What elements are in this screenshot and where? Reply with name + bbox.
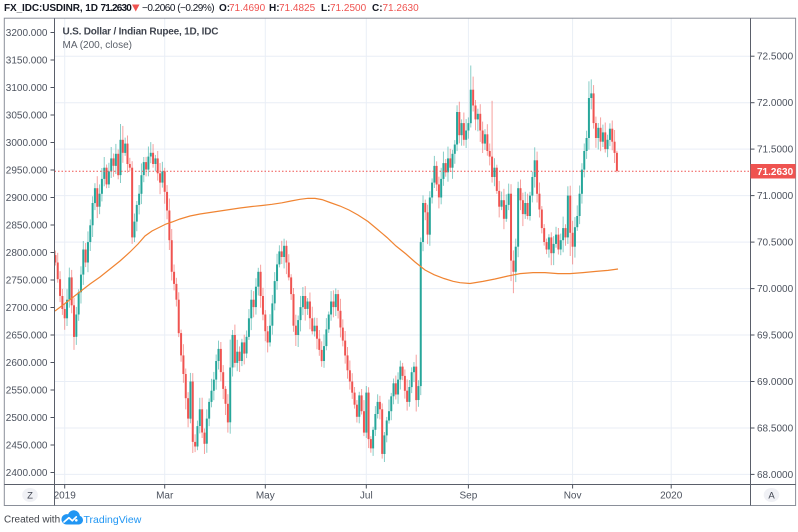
svg-text:2950.000: 2950.000 xyxy=(6,166,48,177)
svg-text:72.5000: 72.5000 xyxy=(757,52,794,63)
svg-text:2500.000: 2500.000 xyxy=(6,413,48,424)
svg-text:Nov: Nov xyxy=(564,491,582,502)
svg-text:A: A xyxy=(768,491,775,502)
svg-text:3200.000: 3200.000 xyxy=(6,28,48,39)
svg-text:69.0000: 69.0000 xyxy=(757,377,794,388)
svg-text:3050.000: 3050.000 xyxy=(6,111,48,122)
svg-text:Mar: Mar xyxy=(156,491,174,502)
svg-text:2019: 2019 xyxy=(54,491,77,502)
svg-text:Z: Z xyxy=(27,491,33,502)
svg-text:2020: 2020 xyxy=(660,491,683,502)
svg-text:2800.000: 2800.000 xyxy=(6,248,48,259)
svg-text:2600.000: 2600.000 xyxy=(6,358,48,369)
svg-text:3150.000: 3150.000 xyxy=(6,56,48,67)
svg-text:69.5000: 69.5000 xyxy=(757,331,794,342)
svg-text:TradingView: TradingView xyxy=(84,514,142,526)
svg-text:68.5000: 68.5000 xyxy=(757,424,794,435)
svg-text:U.S. Dollar / Indian Rupee, 1D: U.S. Dollar / Indian Rupee, 1D, IDC xyxy=(63,27,219,38)
svg-text:2850.000: 2850.000 xyxy=(6,221,48,232)
svg-text:MA (200, close): MA (200, close) xyxy=(63,40,132,51)
svg-text:Jul: Jul xyxy=(360,491,373,502)
svg-text:70.5000: 70.5000 xyxy=(757,238,794,249)
svg-text:Sep: Sep xyxy=(460,491,478,502)
svg-text:68.0000: 68.0000 xyxy=(757,470,794,481)
svg-text:3000.000: 3000.000 xyxy=(6,138,48,149)
svg-text:72.0000: 72.0000 xyxy=(757,98,794,109)
svg-text:2550.000: 2550.000 xyxy=(6,386,48,397)
svg-text:2650.000: 2650.000 xyxy=(6,331,48,342)
svg-text:3100.000: 3100.000 xyxy=(6,83,48,94)
svg-text:71.2630: 71.2630 xyxy=(757,167,794,178)
svg-text:2900.000: 2900.000 xyxy=(6,193,48,204)
svg-text:2700.000: 2700.000 xyxy=(6,303,48,314)
svg-text:70.0000: 70.0000 xyxy=(757,284,794,295)
svg-text:Created with: Created with xyxy=(4,515,60,526)
svg-text:2750.000: 2750.000 xyxy=(6,276,48,287)
svg-text:71.0000: 71.0000 xyxy=(757,191,794,202)
svg-text:May: May xyxy=(256,491,275,502)
svg-text:2400.000: 2400.000 xyxy=(6,468,48,479)
svg-text:71.5000: 71.5000 xyxy=(757,145,794,156)
svg-text:2450.000: 2450.000 xyxy=(6,441,48,452)
